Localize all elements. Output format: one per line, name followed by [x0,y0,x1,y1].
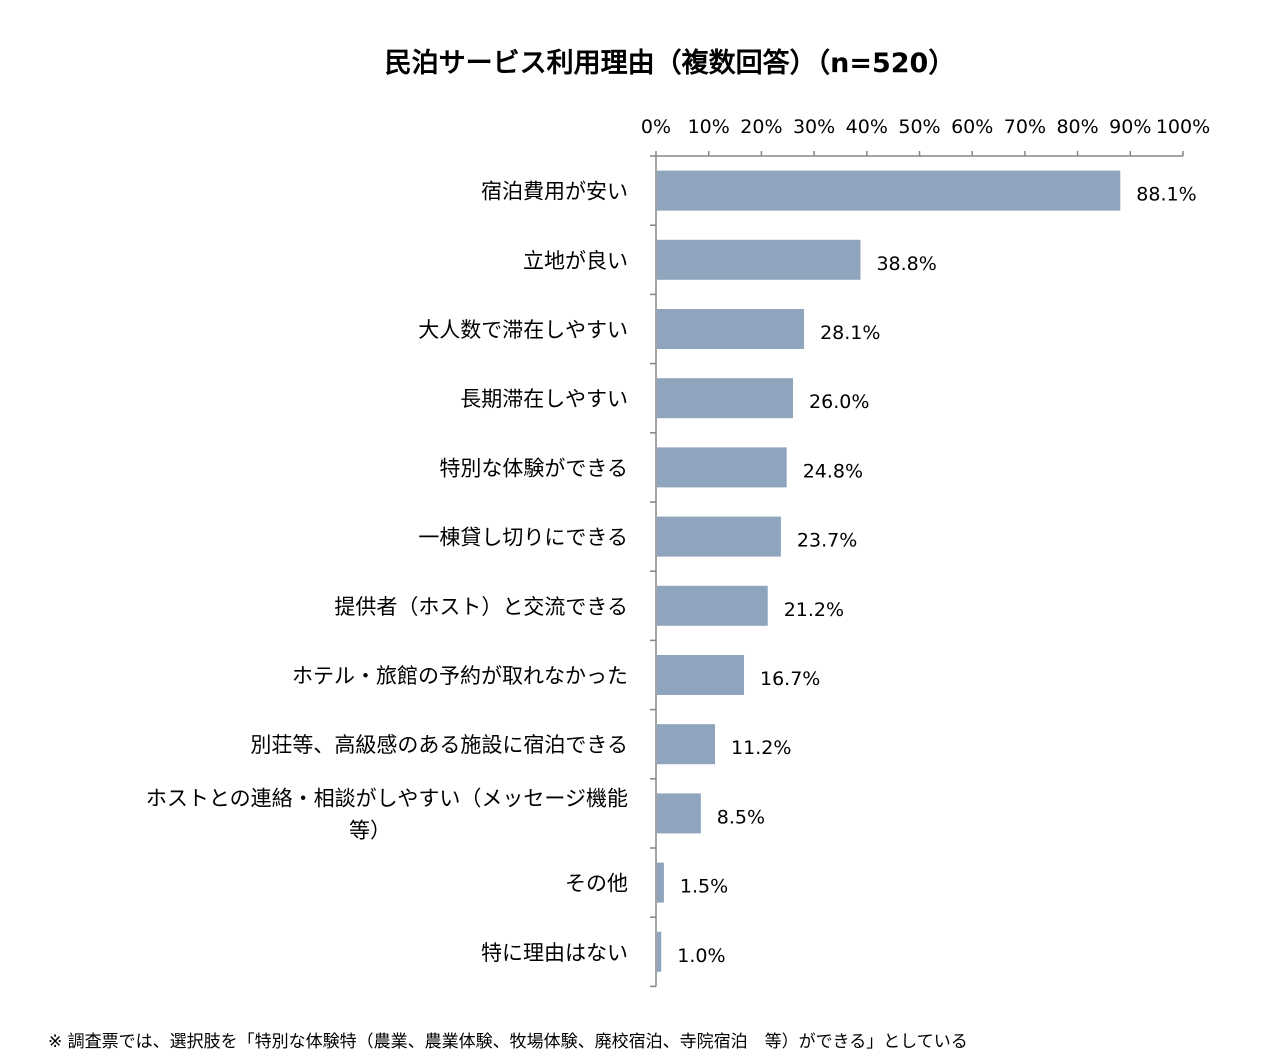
value-label: 21.2% [784,599,844,621]
category-label: 長期滞在しやすい [460,387,628,411]
bar [657,170,1121,211]
category-label: 一棟貸し切りにできる [418,526,628,550]
category-label: 宿泊費用が安い [481,180,628,204]
value-labels: 88.1% 38.8% 28.1% 26.0% 24.8% 23.7% 21.2% 16.7%… [677,184,1196,967]
bar [657,447,787,488]
x-axis-tick-labels: 0% 10% 20% 30% 40% 50% 60% 70% 80% 90% 100% [641,116,1210,138]
category-label: 特に理由はない [481,941,628,965]
category-labels: 宿泊費用が安い立地が良い大人数で滞在しやすい長期滞在しやすい特別な体験ができる一… [146,180,628,965]
x-tick-label: 100% [1156,116,1210,138]
category-label: 大人数で滞在しやすい [418,318,628,342]
x-tick-label: 40% [846,116,888,138]
bar [657,724,716,765]
x-tick-label: 50% [898,116,940,138]
x-tick-label: 70% [1004,116,1046,138]
category-label: 提供者（ホスト）と交流できる [334,595,628,619]
bar [657,378,794,419]
value-label: 26.0% [809,391,869,413]
value-label: 23.7% [797,530,857,552]
category-label: 別荘等、高級感のある施設に宿泊できる [250,733,628,757]
bar [657,655,745,695]
value-label: 38.8% [876,253,936,275]
value-label: 11.2% [731,737,791,759]
bar [657,516,781,557]
chart-title: 民泊サービス利用理由（複数回答）（n=520） [385,47,956,79]
value-label: 8.5% [717,806,765,828]
category-label: その他 [565,872,628,896]
x-tick-label: 90% [1109,116,1151,138]
category-label: ホストとの連絡・相談がしやすい（メッセージ機能 [146,786,628,810]
value-label: 28.1% [820,322,880,344]
value-label: 88.1% [1136,184,1196,206]
bar [657,585,768,626]
category-label: 立地が良い [523,249,628,273]
value-label: 16.7% [760,668,820,690]
bar [657,862,664,903]
bars [657,170,1121,972]
axes [650,151,1184,988]
x-tick-label: 80% [1056,116,1098,138]
category-label: 等） [349,818,391,842]
x-tick-label: 30% [793,116,835,138]
bar [657,239,861,280]
x-tick-label: 10% [688,116,730,138]
footnote: ※ 調査票では、選択肢を「特別な体験特（農業、農業体験、牧場体験、廃校宿泊、寺院… [48,1032,968,1052]
bar [657,309,805,349]
value-label: 24.8% [803,460,863,482]
x-tick-label: 20% [740,116,782,138]
x-tick-label: 60% [951,116,993,138]
category-label: ホテル・旅館の予約が取れなかった [292,664,628,688]
category-label: 特別な体験ができる [439,456,628,480]
value-label: 1.5% [680,876,728,898]
x-tick-label: 0% [641,116,671,138]
bar [657,931,662,972]
value-label: 1.0% [677,945,725,967]
bar [657,793,701,834]
